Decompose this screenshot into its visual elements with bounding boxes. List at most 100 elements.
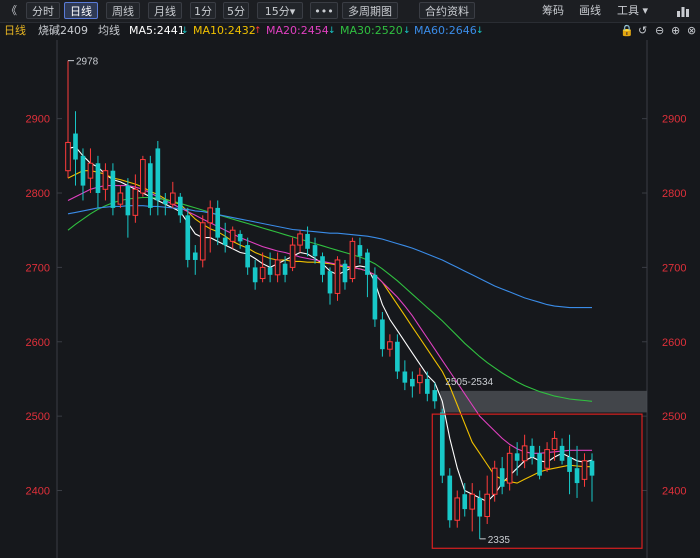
candle	[102, 163, 109, 201]
candle	[73, 111, 78, 186]
candle	[417, 367, 423, 394]
ma-info-bar: 日线 烧碱2409 均线 MA5:2441 ↓ MA10:2432 ↑ MA20…	[0, 22, 700, 40]
candle	[454, 490, 461, 528]
candle	[387, 334, 393, 357]
candle	[537, 445, 542, 480]
candle	[222, 222, 228, 253]
candle	[589, 453, 595, 502]
low-label: 2335	[488, 535, 511, 546]
collapse-icon[interactable]: 《	[6, 4, 17, 17]
multi-period-button[interactable]: 多周期图	[342, 2, 398, 19]
tab-5min[interactable]: 5分	[223, 2, 249, 19]
candle	[252, 259, 258, 290]
draw-line-button[interactable]: 画线	[579, 4, 601, 17]
bar-chart-icon[interactable]	[676, 5, 690, 17]
candle	[342, 259, 348, 290]
candle	[305, 226, 310, 257]
y-tick-label-right: 2900	[662, 114, 686, 126]
candle	[312, 237, 318, 264]
tab-15min-dropdown[interactable]: 15分▾	[257, 2, 303, 19]
candle	[192, 245, 198, 275]
candle	[521, 434, 528, 469]
candle	[491, 460, 498, 502]
ma10-value: MA10:2432	[193, 24, 256, 37]
chips-button[interactable]: 筹码	[542, 4, 564, 17]
plus-icon[interactable]: ⊕	[671, 24, 681, 37]
candle	[95, 155, 101, 208]
candle	[544, 442, 550, 472]
candle	[177, 193, 183, 223]
candle	[245, 237, 250, 275]
y-tick-label-left: 2400	[26, 486, 50, 498]
undo-icon[interactable]: ↺	[638, 24, 648, 37]
candle	[140, 155, 146, 197]
more-button[interactable]: •••	[310, 2, 338, 19]
gap-zone	[440, 390, 647, 413]
contract-info-button[interactable]: 合约资料	[419, 2, 475, 19]
ma20-arrow-icon: ↓	[328, 26, 336, 36]
candle	[432, 382, 438, 409]
tab-monthly[interactable]: 月线	[148, 2, 182, 19]
avg-line-label[interactable]: 均线	[98, 24, 120, 37]
ma20-line	[67, 185, 592, 454]
candle	[514, 442, 520, 476]
close-icon[interactable]: ⊗	[687, 24, 697, 37]
candle	[297, 230, 303, 253]
candlestick-chart[interactable]: 2400 2400 2500 2500 2600 2600 2700 2700 2800 2800…	[0, 40, 700, 558]
candle	[380, 312, 385, 357]
y-tick-label-left: 2500	[26, 411, 50, 423]
ma10-line	[67, 170, 592, 484]
candle	[80, 148, 86, 201]
gap-zone-rect	[440, 390, 647, 413]
gap-label: 2505-2534	[445, 377, 493, 388]
ma5-arrow-icon: ↓	[181, 26, 189, 36]
y-tick-label-right: 2800	[662, 188, 686, 200]
tab-intraday[interactable]: 分时	[26, 2, 60, 19]
candle	[551, 431, 558, 461]
candle	[469, 483, 476, 532]
candle	[185, 207, 191, 268]
candle	[581, 453, 588, 487]
y-tick-label-left: 2700	[26, 262, 50, 274]
y-tick-label-left: 2800	[26, 188, 50, 200]
candle	[327, 267, 333, 305]
tools-dropdown[interactable]: 工具 ▾	[617, 4, 649, 17]
candle	[499, 457, 505, 495]
candle	[155, 140, 161, 216]
candle	[574, 445, 580, 498]
tab-1min[interactable]: 1分	[190, 2, 216, 19]
candle	[424, 371, 430, 402]
tab-weekly[interactable]: 周线	[106, 2, 140, 19]
candle	[237, 230, 243, 249]
candle	[349, 237, 356, 283]
ma5-line	[67, 146, 593, 503]
candles	[65, 60, 595, 539]
candle	[289, 237, 296, 272]
candle	[259, 252, 266, 283]
candle	[439, 408, 445, 484]
candle	[567, 434, 572, 495]
candle	[215, 200, 221, 246]
candle	[169, 181, 176, 208]
candle	[229, 226, 236, 249]
y-tick-label-right: 2600	[662, 337, 686, 349]
ma5-value: MA5:2441	[129, 24, 185, 37]
candle	[320, 252, 325, 283]
candle	[162, 193, 168, 216]
candle	[132, 174, 139, 223]
y-tick-label-right: 2500	[662, 411, 686, 423]
candle	[402, 360, 408, 391]
ma60-arrow-icon: ↓	[476, 26, 484, 36]
lock-icon[interactable]: 🔒	[620, 24, 634, 37]
candle	[274, 252, 281, 283]
candle	[447, 468, 453, 528]
candle	[462, 483, 468, 517]
y-tick-label-left: 2600	[26, 337, 50, 349]
tab-daily[interactable]: 日线	[64, 2, 98, 19]
highlight-box	[431, 413, 643, 549]
y-axis-ticks: 2400 2400 2500 2500 2600 2600 2700 2700 2800 2800…	[26, 114, 687, 498]
ma60-value: MA60:2646	[414, 24, 477, 37]
candle	[199, 215, 206, 268]
candle	[110, 163, 116, 216]
minus-icon[interactable]: ⊖	[655, 24, 665, 37]
